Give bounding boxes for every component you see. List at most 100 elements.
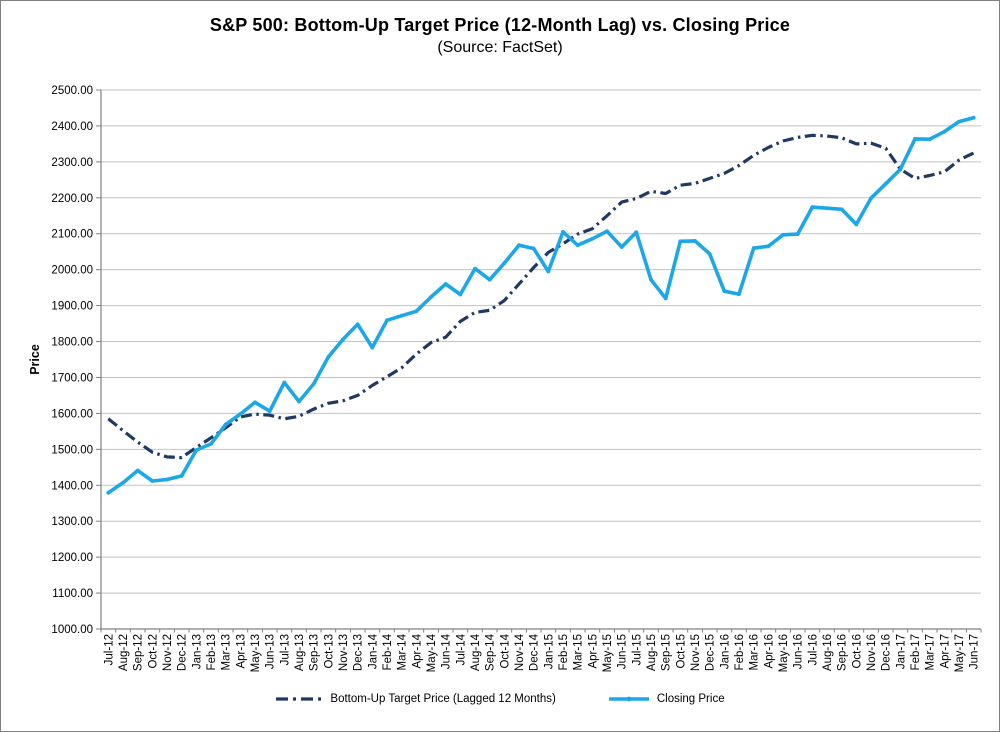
y-tick-label: 2300.00: [51, 157, 93, 169]
x-tick-label: Apr-14: [411, 633, 423, 668]
target-price-line: [107, 133, 975, 460]
y-tick-label: 2400.00: [51, 121, 93, 133]
closing-price-marker: [810, 205, 815, 210]
closing-price-marker: [502, 261, 507, 266]
x-tick-label: Jan-17: [895, 634, 907, 669]
y-tick-label: 2000.00: [51, 265, 93, 277]
x-tick-label: Jun-15: [617, 634, 629, 669]
closing-price-marker: [825, 206, 829, 211]
closing-price-markers: [106, 115, 976, 495]
x-tick-label: Jun-17: [969, 634, 981, 669]
x-tick-label: Dec-16: [881, 634, 893, 671]
closing-price-marker: [707, 252, 712, 256]
x-tick-label: May-16: [778, 634, 790, 672]
x-tick-label: Feb-16: [734, 634, 746, 670]
x-tick-label: Jun-16: [793, 634, 805, 669]
x-tick-label: Nov-13: [338, 634, 350, 671]
x-tick-label: Sep-13: [309, 634, 321, 671]
x-tick-label: Apr-16: [763, 634, 775, 669]
x-tick-label: Oct-12: [147, 634, 159, 669]
chart-legend: Bottom-Up Target Price (Lagged 12 Months…: [1, 687, 999, 711]
legend-label-target-price: Bottom-Up Target Price (Lagged 12 Months…: [330, 693, 556, 705]
closing-price-marker: [414, 309, 419, 314]
closing-price-marker: [209, 442, 213, 446]
closing-price-marker: [795, 232, 800, 237]
x-tick-label: Nov-14: [514, 633, 526, 671]
x-tick-label: Jan-15: [543, 634, 555, 669]
x-tick-label: Dec-13: [353, 634, 365, 671]
x-tick-label: Jul-14: [455, 633, 467, 665]
x-tick-label: Nov-15: [690, 634, 702, 671]
y-axis-labels: 2500.00 2400.00 2300.00 2200.00 2100.00 2000.…: [51, 85, 93, 636]
closing-price-marker: [957, 119, 961, 124]
x-tick-label: Feb-15: [558, 634, 570, 670]
gridlines: [101, 89, 981, 594]
closing-price-marker: [253, 400, 257, 405]
closing-price-marker: [487, 277, 492, 282]
x-tick-label: Dec-15: [705, 634, 717, 671]
closing-price-marker: [297, 399, 301, 404]
closing-price-marker: [341, 337, 345, 342]
y-tick-label: 1800.00: [51, 337, 93, 349]
legend-label-closing-price: Closing Price: [656, 693, 725, 705]
x-tick-label: Sep-12: [133, 634, 145, 671]
x-tick-label: Mar-15: [573, 634, 585, 670]
y-tick-label: 1400.00: [51, 480, 93, 492]
x-tick-label: Dec-14: [529, 633, 541, 671]
closing-price-marker: [781, 232, 785, 237]
x-tick-label: Sep-15: [661, 634, 673, 671]
x-tick-label: Mar-14: [397, 633, 409, 670]
closing-price-marker: [135, 468, 140, 473]
closing-price-marker: [678, 239, 683, 244]
closing-price-marker: [429, 295, 433, 299]
closing-price-marker: [238, 412, 243, 416]
chart-header: S&P 500: Bottom-Up Target Price (12-Mont…: [1, 15, 999, 57]
x-tick-label: Aug-15: [646, 634, 658, 671]
x-tick-label: Oct-13: [323, 634, 335, 669]
y-tick-label: 1200.00: [51, 552, 93, 564]
closing-price-marker: [737, 292, 741, 296]
y-tick-label: 2200.00: [51, 193, 93, 205]
x-tick-label: Nov-16: [866, 634, 878, 671]
y-tick-label: 1000.00: [51, 624, 93, 636]
x-tick-label: Aug-13: [294, 634, 306, 671]
x-tick-label: Jul-13: [279, 634, 291, 665]
x-axis-labels: Jul-12 Aug-12 Sep-12 Oct-12 Nov-12 Dec-12 Jan-…: [103, 633, 980, 672]
x-tick-label: Jan-14: [367, 633, 379, 669]
x-tick-label: Oct-15: [675, 634, 687, 669]
closing-price-marker: [927, 137, 932, 142]
closing-price-marker: [839, 207, 844, 212]
closing-price-marker: [575, 243, 580, 248]
x-tick-label: Jul-15: [631, 634, 643, 665]
closing-price-marker: [223, 422, 228, 427]
y-tick-label: 1600.00: [51, 408, 93, 420]
x-tick-label: May-14: [426, 633, 438, 672]
closing-price-marker: [106, 490, 111, 495]
closing-price-marker: [531, 246, 536, 251]
y-axis-title: Price: [28, 344, 42, 375]
closing-price-marker: [649, 277, 653, 282]
closing-price-marker: [370, 345, 375, 350]
closing-price-marker: [663, 296, 668, 301]
closing-price-marker: [150, 479, 155, 483]
x-tick-label: Aug-12: [118, 634, 130, 671]
closing-price-marker: [121, 480, 125, 485]
x-tick-label: Nov-12: [162, 634, 174, 671]
x-tick-label: Jun-14: [441, 633, 453, 669]
closing-price-marker: [854, 222, 859, 227]
closing-price-marker: [385, 318, 389, 323]
closing-price-marker: [619, 245, 624, 249]
x-tick-label: Jul-16: [807, 634, 819, 665]
x-tick-label: Aug-16: [822, 634, 834, 671]
closing-price-marker: [751, 246, 756, 251]
closing-price-marker: [165, 477, 169, 482]
y-tick-label: 2100.00: [51, 229, 93, 241]
x-tick-label: Dec-12: [177, 634, 189, 671]
closing-price-marker: [590, 236, 595, 241]
x-tick-label: Sep-14: [485, 633, 497, 671]
y-tick-label: 1900.00: [51, 301, 93, 313]
closing-price-marker: [399, 313, 404, 318]
y-tick-label: 1700.00: [51, 372, 93, 384]
x-tick-label: Sep-16: [837, 634, 849, 671]
